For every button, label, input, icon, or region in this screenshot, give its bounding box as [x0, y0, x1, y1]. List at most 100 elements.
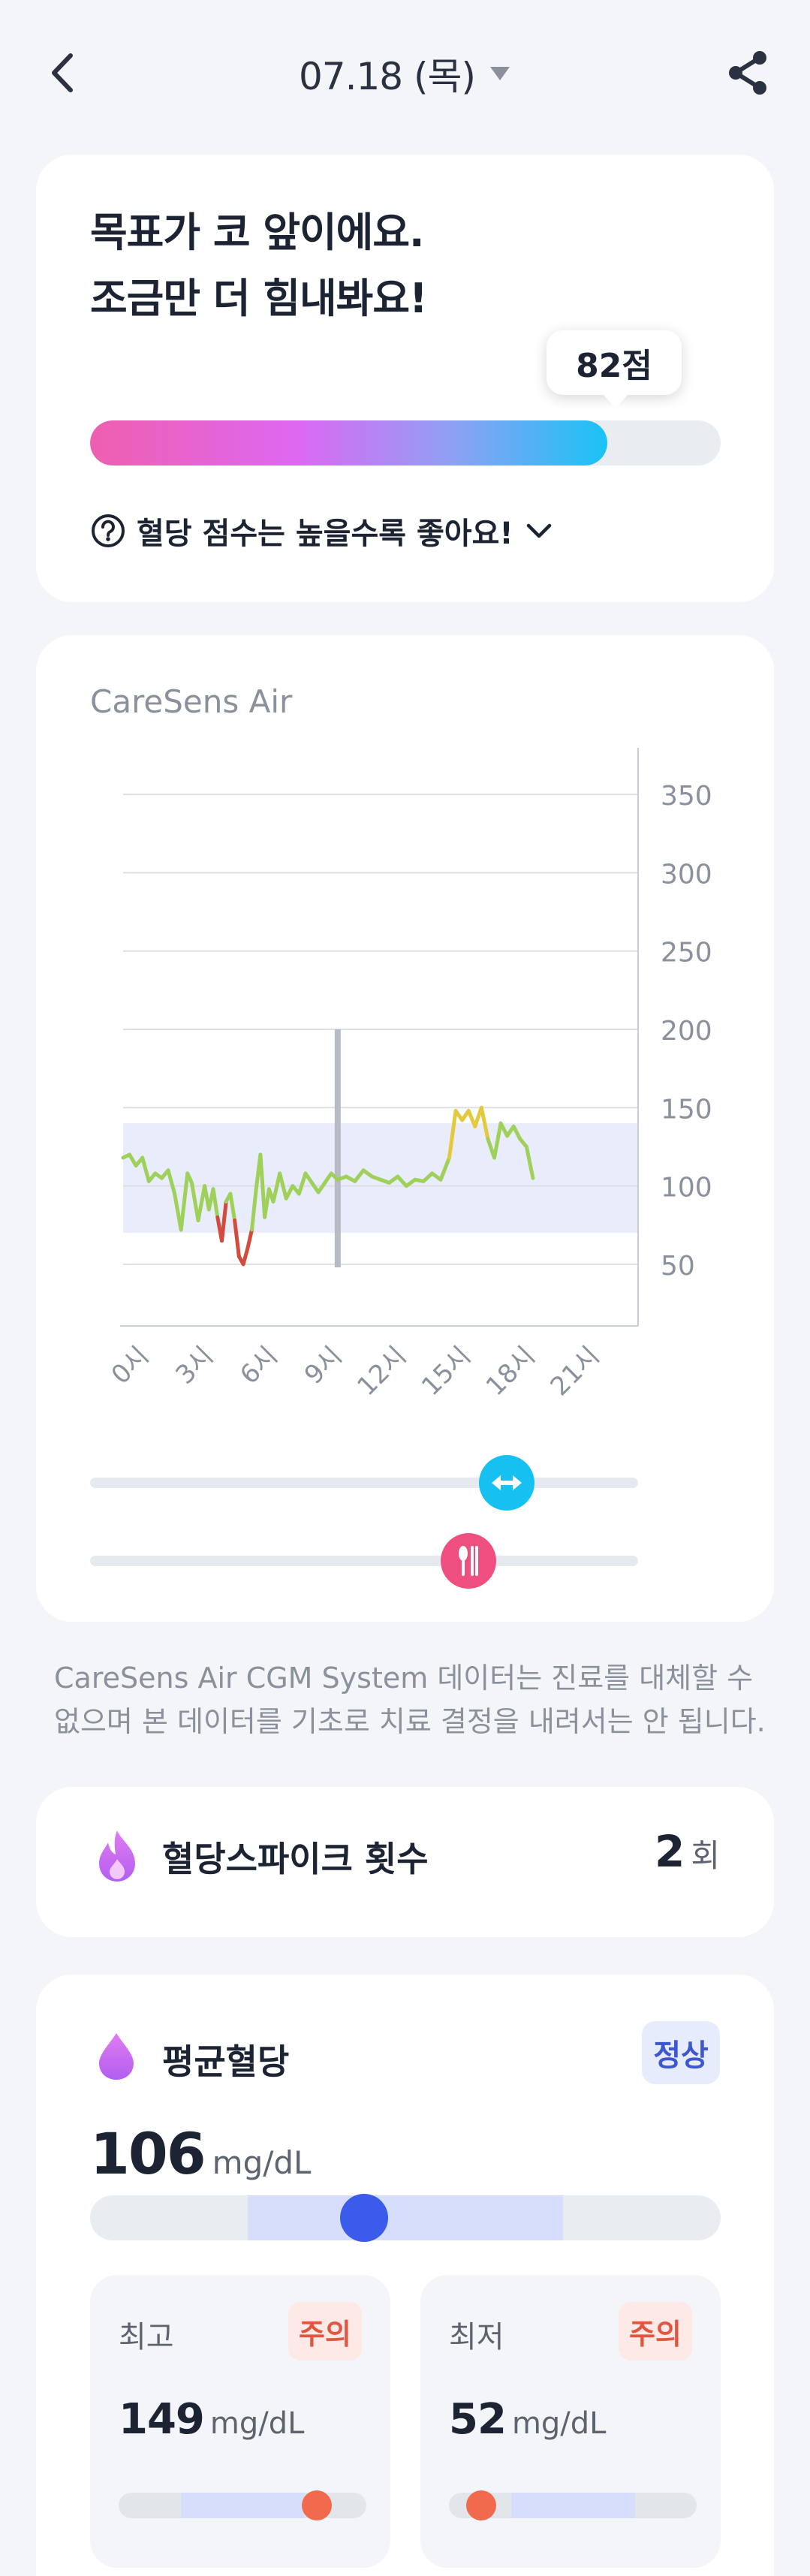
glucose-line-segment — [396, 1174, 408, 1189]
y-tick-label: 250 — [661, 938, 712, 969]
glucose-line-segment — [297, 1171, 308, 1196]
share-button[interactable] — [721, 47, 774, 99]
glucose-line-chart[interactable]: 50 100 150 200 250 300 350 0시 3시 6시 9시 12시 15시 18시 21시 — [36, 635, 774, 1622]
spike-count-unit: 회 — [691, 1837, 720, 1874]
average-status-badge: 정상 — [642, 2021, 720, 2084]
average-glucose-card[interactable]: 평균혈당 정상 106 mg/dL 최고 주의 149 mg/dL 최저 주의 … — [36, 1975, 774, 2576]
glucose-line-segment — [258, 1152, 267, 1219]
score-help-toggle[interactable]: 혈당 점수는 높을수록 좋아요! — [90, 505, 554, 557]
glucose-line-segment — [166, 1168, 177, 1196]
score-message: 목표가 코 앞이에요. 조금만 더 힘내봐요! — [90, 200, 428, 332]
y-tick-label: 350 — [661, 781, 712, 812]
glucose-line-segment — [421, 1171, 435, 1183]
glucose-score-card: 목표가 코 앞이에요. 조금만 더 힘내봐요! 82점 혈당 점수는 높을수록 … — [36, 155, 774, 602]
spike-count-value: 2 회 — [655, 1826, 720, 1877]
max-glucose-number: 149 — [119, 2395, 205, 2444]
back-chevron-icon — [52, 53, 73, 92]
average-target-range — [248, 2195, 563, 2240]
glucose-line-segment — [498, 1121, 510, 1138]
max-glucose-value: 149 mg/dL — [119, 2395, 304, 2444]
glucose-line-segment — [278, 1171, 288, 1201]
glucose-line-segment — [284, 1184, 295, 1201]
average-glucose-marker — [340, 2194, 389, 2242]
cgm-disclaimer: CareSens Air CGM System 데이터는 진료를 대체할 수 없… — [54, 1662, 766, 1738]
share-icon — [729, 51, 766, 95]
spike-count-number: 2 — [655, 1826, 685, 1877]
glucose-line-segment — [211, 1187, 220, 1219]
x-tick-label: 0시 — [106, 1341, 155, 1390]
spike-count-label: 혈당스파이크 횟수 — [162, 1839, 429, 1879]
max-glucose-card[interactable]: 최고 주의 149 mg/dL — [90, 2275, 390, 2568]
glucose-line-segment — [303, 1171, 315, 1185]
x-tick-label: 21시 — [545, 1341, 606, 1402]
date-selector[interactable]: 07.18 (목) — [0, 44, 810, 104]
glucose-line-segment — [196, 1184, 207, 1222]
max-glucose-unit: mg/dL — [209, 2406, 305, 2441]
time-range-slider-knob[interactable] — [478, 1455, 534, 1511]
device-name: CareSens Air — [90, 683, 293, 720]
x-tick-label: 9시 — [299, 1341, 348, 1390]
x-tick-label: 15시 — [416, 1341, 477, 1402]
glucose-line-segment — [492, 1121, 503, 1160]
glucose-line-segment — [250, 1187, 258, 1232]
utensils-icon — [458, 1546, 478, 1576]
glucose-line-segment — [447, 1108, 458, 1160]
glucose-line-segment — [189, 1180, 200, 1222]
glucose-line-segment — [479, 1105, 490, 1141]
glucose-line-segment — [263, 1187, 271, 1219]
average-glucose-label: 평균혈당 — [162, 2041, 290, 2082]
glucose-line-segment — [241, 1246, 250, 1267]
glucose-line-segment — [245, 1228, 254, 1251]
max-glucose-label: 최고 — [119, 2320, 174, 2355]
time-range-slider-track[interactable] — [90, 1478, 638, 1488]
glucose-line-segment — [128, 1152, 138, 1167]
min-glucose-label: 최저 — [449, 2320, 504, 2355]
y-tick-label: 200 — [661, 1016, 712, 1047]
x-tick-label: 18시 — [480, 1341, 541, 1402]
glucose-line-segment — [233, 1218, 241, 1258]
glucose-line-segment — [316, 1180, 327, 1195]
date-label: 07.18 (목) — [298, 55, 476, 98]
min-target-range — [510, 2493, 635, 2518]
min-glucose-value: 52 mg/dL — [449, 2395, 606, 2444]
glucose-line-segment — [524, 1144, 535, 1180]
back-button[interactable] — [44, 47, 81, 99]
min-status-badge: 주의 — [619, 2302, 692, 2361]
glucose-line-segment — [353, 1168, 366, 1183]
drop-icon — [99, 2033, 134, 2080]
glucose-chart-card: CareSens Air 50 100 150 200 250 300 350 0시 3시 6시 9… — [36, 635, 774, 1622]
score-progress-fill — [90, 420, 607, 465]
score-message-line1: 목표가 코 앞이에요. — [90, 209, 425, 256]
average-glucose-number: 106 — [90, 2120, 206, 2187]
glucose-line-segment — [271, 1171, 282, 1204]
glucose-line-segment — [219, 1199, 228, 1243]
max-status-badge: 주의 — [288, 2302, 362, 2361]
min-glucose-unit: mg/dL — [511, 2406, 607, 2441]
score-message-line2: 조금만 더 힘내봐요! — [90, 275, 428, 322]
score-progress-bar — [90, 420, 721, 465]
meal-slider-track[interactable] — [90, 1556, 638, 1566]
y-tick-label: 100 — [661, 1173, 712, 1204]
flame-icon — [99, 1830, 135, 1882]
chevron-down-icon — [526, 523, 551, 538]
average-glucose-unit: mg/dL — [212, 2144, 312, 2181]
spike-count-card[interactable]: 혈당스파이크 횟수 2 회 — [36, 1787, 774, 1937]
average-glucose-bar — [90, 2195, 721, 2240]
score-help-text: 혈당 점수는 높을수록 좋아요! — [137, 517, 513, 551]
y-tick-label: 300 — [661, 859, 712, 890]
glucose-line-segment — [140, 1155, 151, 1183]
min-glucose-marker — [465, 2490, 496, 2520]
score-badge: 82점 — [547, 330, 682, 408]
top-app-bar: 07.18 (목) — [0, 0, 810, 143]
average-glucose-value: 106 mg/dL — [90, 2120, 311, 2187]
glucose-line-segment — [179, 1171, 190, 1232]
x-tick-label: 12시 — [351, 1341, 412, 1402]
meal-slider-knob[interactable] — [440, 1533, 496, 1589]
y-tick-label: 50 — [661, 1251, 695, 1282]
glucose-line-segment — [511, 1124, 522, 1141]
min-glucose-number: 52 — [449, 2395, 507, 2444]
dropdown-caret-icon — [490, 67, 510, 80]
y-tick-label: 150 — [661, 1094, 712, 1125]
max-target-range — [180, 2493, 305, 2518]
min-glucose-card[interactable]: 최저 주의 52 mg/dL — [420, 2275, 721, 2568]
